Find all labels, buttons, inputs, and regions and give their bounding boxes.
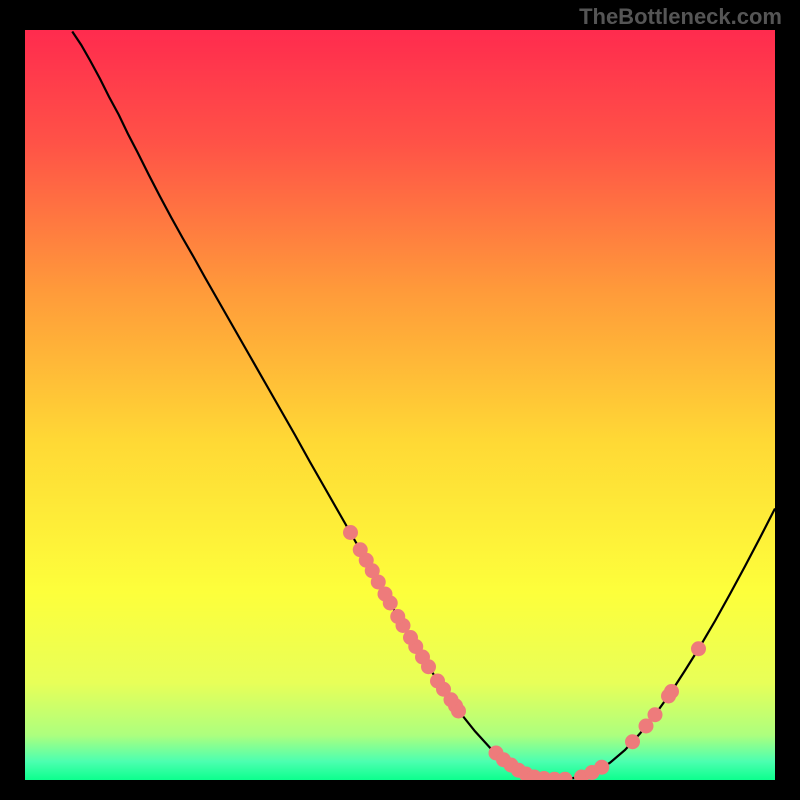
- data-marker: [691, 641, 706, 656]
- data-marker: [343, 525, 358, 540]
- data-marker: [661, 689, 676, 704]
- chart-container: TheBottleneck.com: [0, 0, 800, 800]
- chart-svg: [25, 30, 775, 780]
- data-marker: [594, 760, 609, 775]
- data-marker: [648, 707, 663, 722]
- watermark-text: TheBottleneck.com: [579, 4, 782, 30]
- data-marker: [390, 609, 405, 624]
- data-marker: [430, 674, 445, 689]
- chart-plot-area: [25, 30, 775, 780]
- data-marker: [625, 734, 640, 749]
- gradient-background: [25, 30, 775, 780]
- data-marker: [353, 542, 368, 557]
